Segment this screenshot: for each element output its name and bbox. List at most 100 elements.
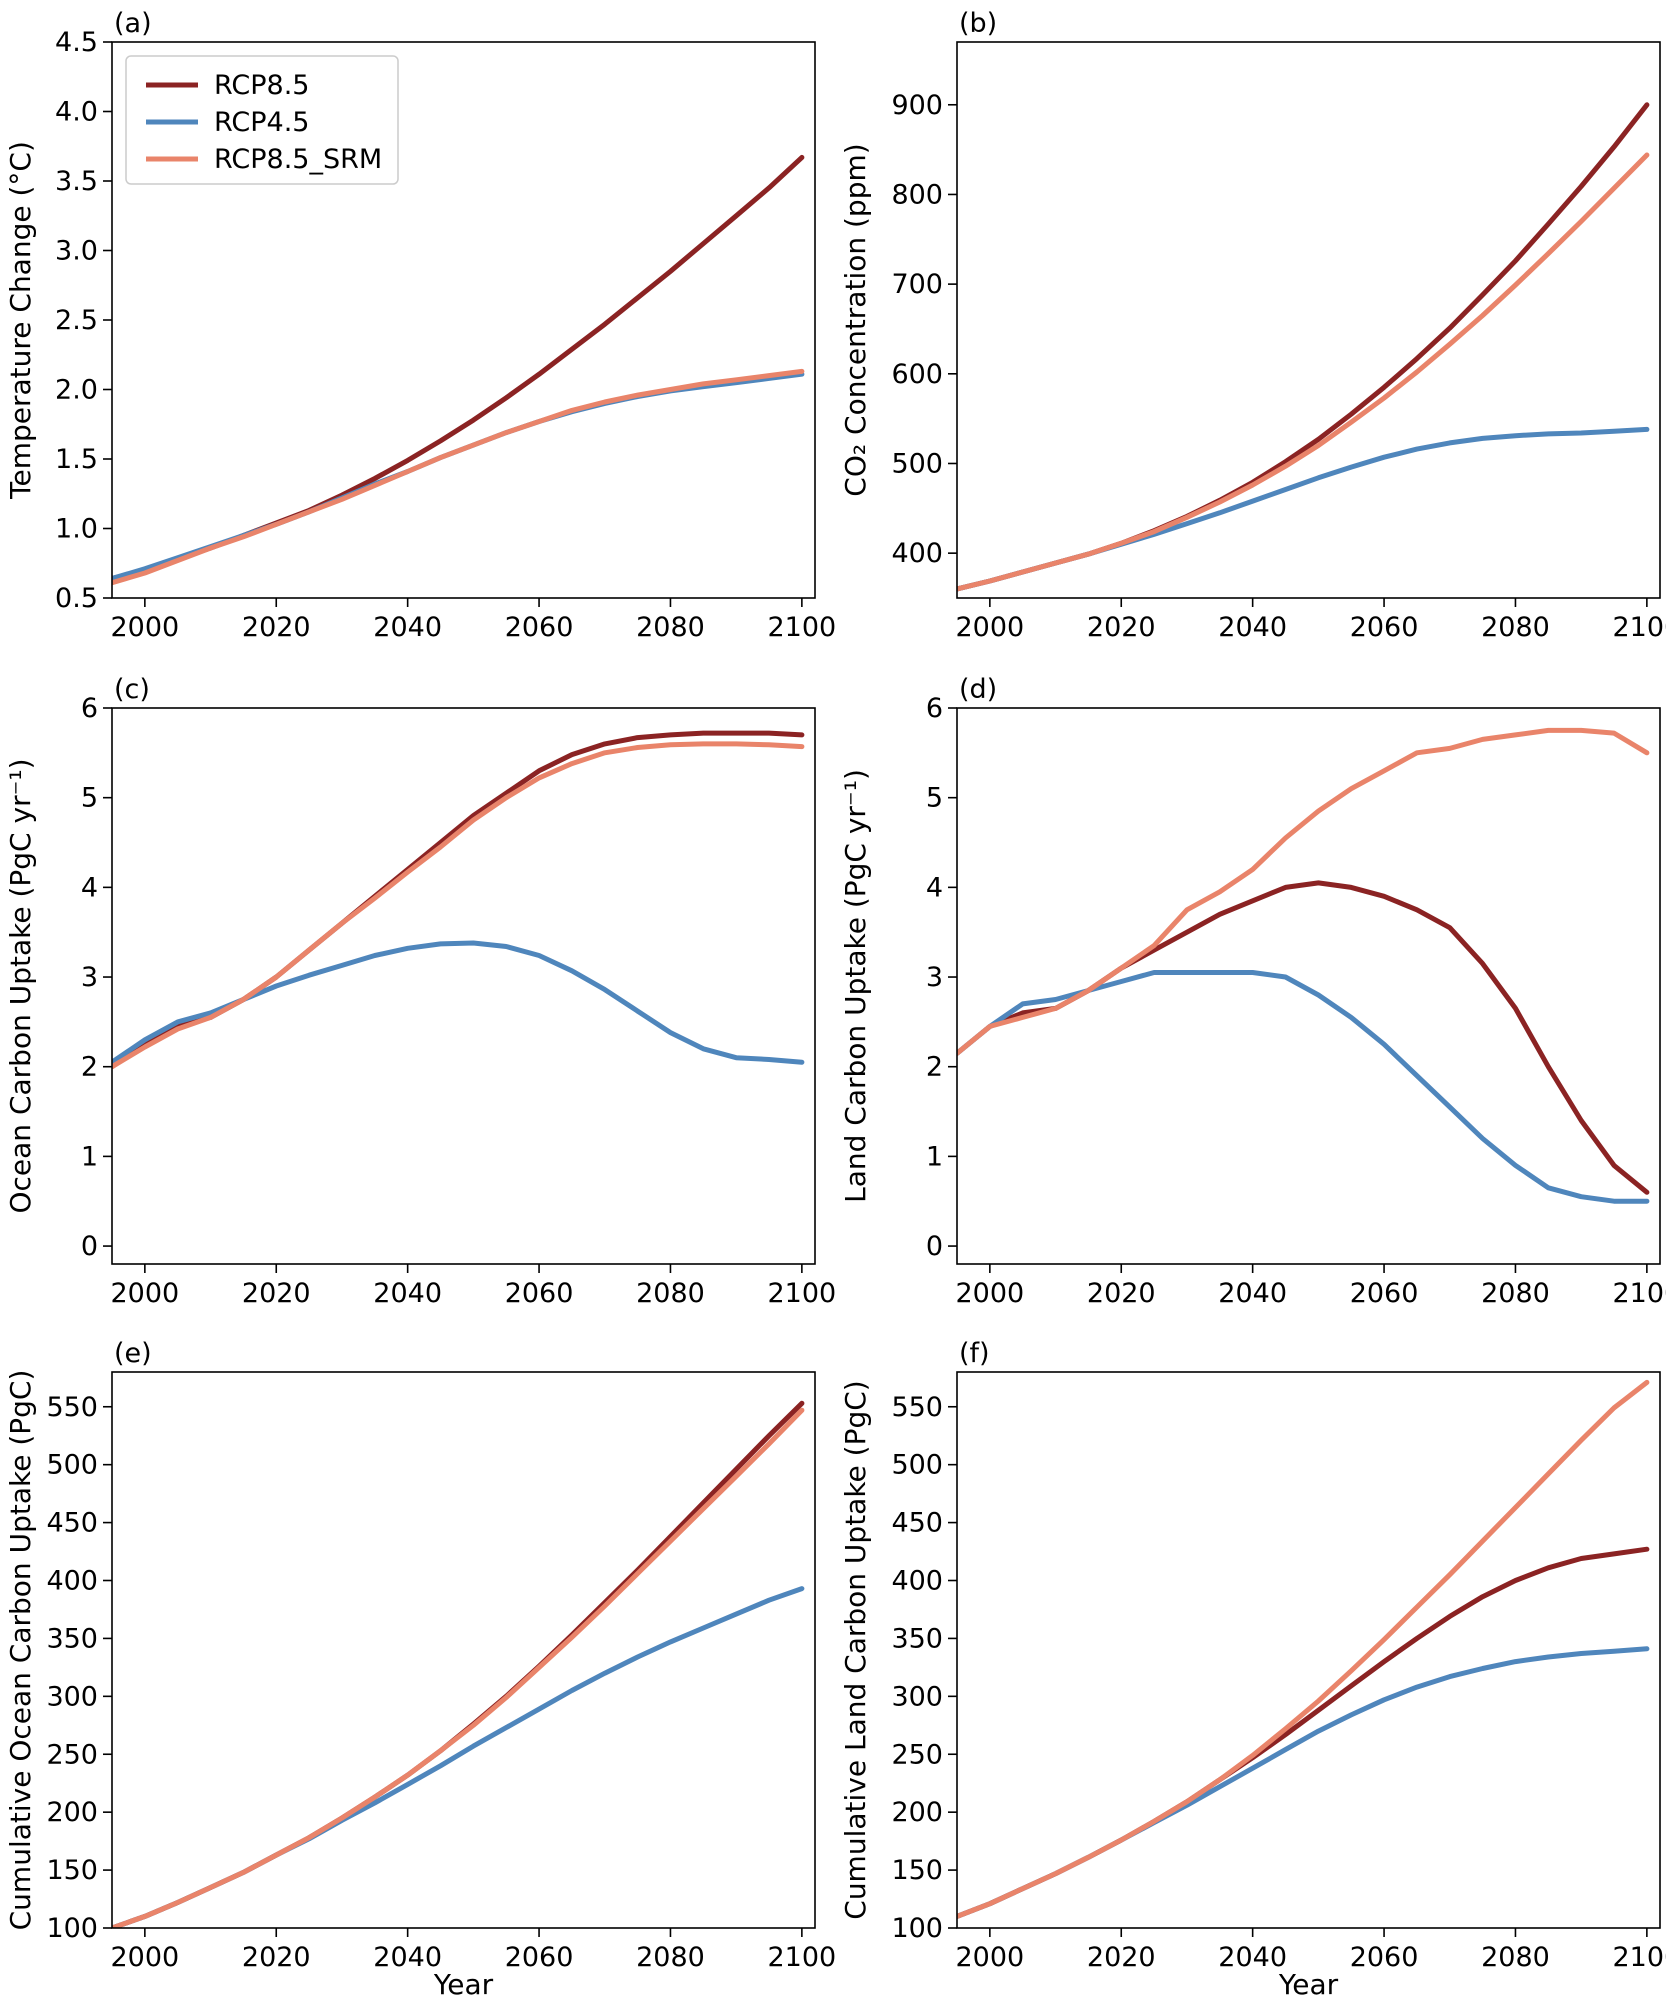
y-tick-label: 2.0 (55, 375, 98, 406)
y-tick-label: 350 (46, 1623, 98, 1654)
legend-label-rcp45: RCP4.5 (214, 107, 310, 138)
y-tick-label: 700 (891, 269, 943, 300)
plot-frame (956, 41, 1661, 599)
series-line-rcp85 (957, 880, 1650, 1195)
series-line-rcp45 (112, 940, 805, 1065)
x-tick-label: 2020 (242, 612, 311, 643)
y-tick-label: 4 (926, 872, 943, 903)
panel-e: (e) 2000 2020 2040 2060 2080 2100 100 150 200 250 3… (4, 1338, 836, 2000)
y-tick-label: 1 (926, 1141, 943, 1172)
series-line-rcp45 (957, 970, 1650, 1204)
panel-label: (d) (959, 674, 997, 705)
panel-label: (e) (114, 1338, 152, 1369)
y-tick-label: 1.5 (55, 444, 98, 475)
y-tick-label: 300 (46, 1681, 98, 1712)
series-line-srm (957, 152, 1650, 592)
y-tick-label: 4.5 (55, 27, 98, 58)
y-tick-label: 4 (81, 872, 98, 903)
series-line-rcp45 (112, 1586, 805, 1928)
y-tick-label: 3 (926, 962, 943, 993)
x-tick-label: 2040 (1218, 612, 1287, 643)
x-tick-label: 2020 (1087, 1278, 1156, 1309)
y-tick-label: 2 (926, 1052, 943, 1083)
y-axis-label: Cumulative Ocean Carbon Uptake (PgC) (4, 1370, 37, 1931)
x-tick-label: 2080 (1481, 612, 1550, 643)
plot-frame (111, 707, 816, 1265)
y-tick-label: 1.0 (55, 514, 98, 545)
x-tick-label: 2080 (636, 612, 705, 643)
y-tick-label: 6 (81, 693, 98, 724)
panel-label: (a) (114, 8, 152, 39)
x-tick-label: 2080 (1481, 1278, 1550, 1309)
y-tick-label: 400 (891, 1566, 943, 1597)
x-tick-label: 2100 (1613, 612, 1666, 643)
series-line-rcp85 (112, 154, 805, 581)
y-tick-label: 900 (891, 90, 943, 121)
y-tick-label: 5 (81, 783, 98, 814)
y-tick-label: 0 (926, 1231, 943, 1262)
y-tick-label: 600 (891, 359, 943, 390)
y-tick-label: 150 (891, 1855, 943, 1886)
plot-frame (111, 1371, 816, 1929)
panel-a: (a) 2000 2020 2040 2060 2080 2100 0.5 1.0 1.5 2.0 2… (4, 8, 836, 643)
y-tick-label: 550 (891, 1392, 943, 1423)
panel-label: (c) (114, 674, 150, 705)
series-line-rcp85 (112, 1400, 805, 1928)
series-group (957, 1379, 1650, 1919)
panel-f: (f) 2000 2020 2040 2060 2080 2100 100 150 200 250 3… (839, 1338, 1666, 2000)
y-tick-label: 500 (891, 448, 943, 479)
y-tick-label: 550 (46, 1392, 98, 1423)
x-tick-label: 2100 (1613, 1942, 1666, 1973)
x-tick-label: 2040 (1218, 1942, 1287, 1973)
y-tick-label: 450 (46, 1508, 98, 1539)
plot-frame (956, 1371, 1661, 1929)
y-tick-label: 800 (891, 179, 943, 210)
series-line-srm (112, 368, 805, 586)
y-tick-label: 400 (46, 1566, 98, 1597)
x-tick-label: 2040 (373, 612, 442, 643)
y-tick-label: 100 (891, 1913, 943, 1944)
series-group (112, 730, 805, 1070)
y-tick-label: 100 (46, 1913, 98, 1944)
legend-label-srm: RCP8.5_SRM (214, 144, 382, 175)
x-tick-label: 2020 (242, 1942, 311, 1973)
legend-box (125, 55, 399, 185)
y-tick-label: 150 (46, 1855, 98, 1886)
x-tick-label: 2060 (505, 1278, 574, 1309)
x-tick-label: 2080 (636, 1278, 705, 1309)
x-tick-label: 2000 (955, 1278, 1024, 1309)
x-tick-label: 2000 (110, 1942, 179, 1973)
x-tick-label: 2000 (955, 1942, 1024, 1973)
x-tick-label: 2060 (1350, 612, 1419, 643)
panel-b: (b) 2000 2020 2040 2060 2080 2100 400 500 600 700 8… (839, 8, 1666, 643)
x-tick-label: 2060 (1350, 1278, 1419, 1309)
x-axis-label: Year (433, 1968, 494, 2000)
x-tick-label: 2000 (955, 612, 1024, 643)
x-tick-label: 2020 (242, 1278, 311, 1309)
series-line-rcp85 (957, 102, 1650, 592)
series-group (112, 1400, 805, 1928)
x-tick-label: 2080 (1481, 1942, 1550, 1973)
series-line-srm (112, 741, 805, 1070)
y-tick-label: 500 (891, 1450, 943, 1481)
x-tick-label: 2100 (768, 1942, 837, 1973)
series-group (957, 727, 1650, 1204)
series-group (957, 102, 1650, 592)
y-tick-label: 1 (81, 1141, 98, 1172)
panel-label: (f) (959, 1338, 990, 1369)
y-tick-label: 500 (46, 1450, 98, 1481)
y-tick-label: 0 (81, 1231, 98, 1262)
x-tick-label: 2080 (636, 1942, 705, 1973)
y-tick-label: 200 (891, 1797, 943, 1828)
y-tick-label: 350 (891, 1623, 943, 1654)
y-tick-label: 3.0 (55, 236, 98, 267)
x-tick-label: 2020 (1087, 612, 1156, 643)
y-tick-label: 400 (891, 538, 943, 569)
y-tick-label: 5 (926, 783, 943, 814)
y-tick-label: 450 (891, 1508, 943, 1539)
y-tick-label: 250 (46, 1739, 98, 1770)
series-line-rcp45 (957, 1646, 1650, 1919)
x-tick-label: 2040 (373, 1942, 442, 1973)
x-tick-label: 2040 (373, 1278, 442, 1309)
